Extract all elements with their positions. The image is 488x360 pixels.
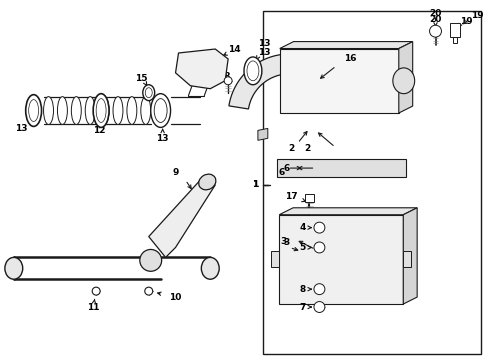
Bar [276, 159, 405, 177]
Text: 11: 11 [87, 302, 99, 311]
Polygon shape [148, 180, 215, 257]
Text: 13: 13 [16, 124, 28, 133]
Text: 19: 19 [470, 11, 483, 20]
Ellipse shape [113, 96, 122, 125]
Polygon shape [175, 49, 228, 89]
Polygon shape [228, 54, 347, 109]
Text: 14: 14 [228, 45, 240, 54]
Ellipse shape [150, 94, 170, 127]
Bar [452, 37, 456, 43]
Text: 10: 10 [168, 293, 181, 302]
Ellipse shape [154, 99, 167, 122]
Text: 3: 3 [283, 238, 289, 247]
Ellipse shape [127, 96, 137, 125]
Ellipse shape [141, 96, 150, 125]
Polygon shape [398, 41, 412, 113]
Bar [271, 251, 279, 267]
Text: 15: 15 [134, 74, 147, 83]
Bar [279, 49, 398, 113]
Text: 12: 12 [93, 126, 105, 135]
Circle shape [313, 284, 324, 294]
Polygon shape [279, 41, 412, 49]
Ellipse shape [57, 96, 67, 125]
Text: 1: 1 [251, 180, 257, 189]
Text: 20: 20 [428, 9, 441, 18]
Ellipse shape [140, 249, 162, 271]
Text: 20: 20 [428, 15, 441, 24]
Ellipse shape [85, 96, 95, 125]
Text: 19: 19 [459, 17, 472, 26]
Ellipse shape [224, 77, 232, 85]
Ellipse shape [26, 95, 41, 126]
Ellipse shape [29, 100, 39, 121]
Bar [279, 215, 403, 304]
Text: 1: 1 [251, 180, 257, 189]
Text: 5: 5 [299, 243, 305, 252]
Ellipse shape [96, 99, 106, 122]
Bar [403, 251, 410, 267]
Circle shape [313, 302, 324, 312]
Text: 4: 4 [299, 223, 305, 232]
Ellipse shape [145, 88, 152, 98]
Text: 3: 3 [280, 237, 286, 246]
Text: 13: 13 [257, 49, 270, 58]
Bar [449, 23, 459, 37]
Text: 16: 16 [344, 54, 356, 63]
Ellipse shape [198, 174, 215, 190]
Text: 2: 2 [288, 144, 294, 153]
Text: 8: 8 [299, 285, 305, 294]
Polygon shape [257, 129, 267, 140]
Text: 6: 6 [283, 163, 289, 172]
Ellipse shape [244, 57, 262, 85]
Text: 18: 18 [218, 72, 230, 81]
Ellipse shape [92, 287, 100, 295]
Circle shape [313, 222, 324, 233]
Ellipse shape [43, 96, 53, 125]
Bar [304, 194, 314, 202]
Text: 13: 13 [156, 134, 168, 143]
Polygon shape [279, 208, 416, 215]
Ellipse shape [5, 257, 22, 279]
Ellipse shape [392, 68, 414, 94]
Text: 2: 2 [304, 144, 310, 153]
Text: 9: 9 [172, 167, 178, 176]
Text: 17: 17 [285, 192, 297, 201]
Ellipse shape [201, 257, 219, 279]
Circle shape [313, 242, 324, 253]
Text: 7: 7 [299, 302, 305, 311]
Ellipse shape [71, 96, 81, 125]
Text: 13: 13 [257, 39, 270, 48]
Circle shape [428, 25, 441, 37]
Ellipse shape [99, 96, 109, 125]
Polygon shape [403, 208, 416, 304]
Text: 6: 6 [278, 167, 284, 176]
Bar [263, 11, 480, 354]
Ellipse shape [93, 94, 109, 127]
Ellipse shape [246, 61, 258, 81]
Ellipse shape [142, 85, 154, 100]
Ellipse shape [144, 287, 152, 295]
